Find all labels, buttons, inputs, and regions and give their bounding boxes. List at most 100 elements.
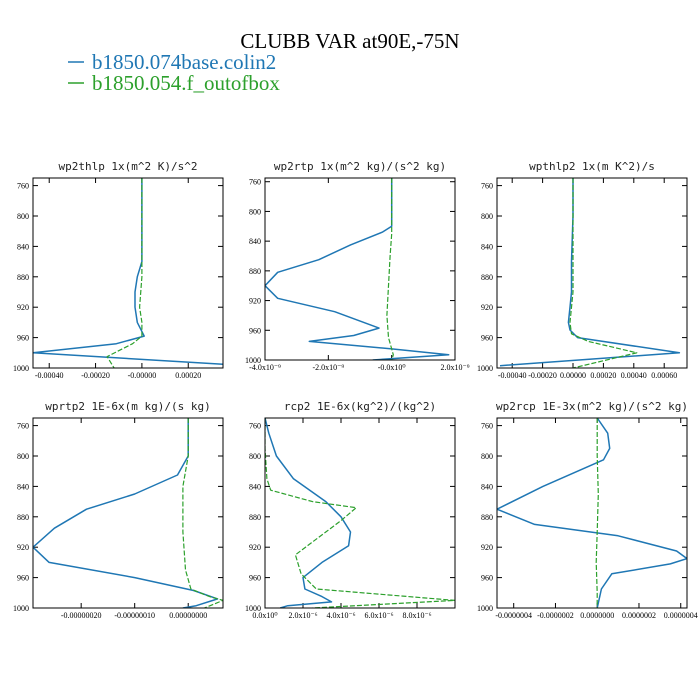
y-tick-label: 920	[249, 297, 261, 306]
legend: b1850.074base.colin2 b1850.054.f_outofbo…	[68, 50, 280, 95]
y-tick-label: 1000	[245, 604, 261, 613]
series-line-0	[33, 418, 219, 608]
y-tick-label: 800	[17, 212, 29, 221]
y-tick-label: 880	[481, 513, 493, 522]
y-tick-label: 1000	[13, 604, 29, 613]
x-tick-label: 0.00000	[560, 371, 586, 380]
x-tick-label: -0.00000010	[114, 611, 155, 620]
panel-title: wp2rcp 1E-3x(m^2 kg)/(s^2 kg)	[496, 400, 688, 413]
x-tick-label: 0.00000000	[169, 611, 207, 620]
plot-frame	[264, 417, 456, 609]
panels: wp2thlp 1x(m^2 K)/s^2 760 800 840 880 920 960 1…	[13, 160, 698, 620]
x-tick-label: -4.0x10⁻⁹	[249, 363, 281, 372]
series-line-1	[106, 178, 143, 368]
chart-panel-4: rcp2 1E-6x(kg^2)/(kg^2) 760 800 840 880 920 96…	[245, 400, 456, 620]
y-tick-label: 760	[481, 422, 493, 431]
plot-frame	[32, 417, 224, 609]
y-tick-label: 960	[481, 334, 493, 343]
y-tick-label: 840	[481, 482, 493, 491]
y-tick-label: 920	[481, 543, 493, 552]
figure-title: CLUBB VAR at90E,-75N	[240, 29, 459, 53]
x-tick-label: 6.0x10⁻⁶	[364, 611, 393, 620]
y-tick-label: 800	[249, 207, 261, 216]
panel-title: rcp2 1E-6x(kg^2)/(kg^2)	[284, 400, 436, 413]
x-tick-label: 8.0x10⁻⁶	[402, 611, 431, 620]
x-tick-label: 0.00060	[651, 371, 677, 380]
chart-panel-2: wpthlp2 1x(m K^2)/s 760 800 840 880 920 960 100…	[477, 160, 688, 380]
y-tick-label: 800	[481, 452, 493, 461]
panel-title: wp2thlp 1x(m^2 K)/s^2	[58, 160, 197, 173]
x-tick-label: -0.0000002	[537, 611, 574, 620]
chart-panel-3: wprtp2 1E-6x(m kg)/(s kg) 760 800 840 880 920…	[13, 400, 224, 620]
x-tick-label: -0.00020	[81, 371, 110, 380]
series-line-0	[265, 418, 352, 608]
x-tick-label: -0.0000004	[495, 611, 532, 620]
y-tick-label: 920	[481, 303, 493, 312]
y-tick-label: 880	[249, 513, 261, 522]
x-tick-label: 0.0000004	[664, 611, 698, 620]
plot-frame	[496, 177, 688, 369]
x-tick-label: 2.0x10⁻⁹	[440, 363, 469, 372]
y-tick-label: 880	[249, 267, 261, 276]
series-line-1	[386, 178, 394, 360]
chart-panel-5: wp2rcp 1E-3x(m^2 kg)/(s^2 kg)760 800 840 88…	[477, 400, 698, 620]
y-tick-label: 760	[481, 182, 493, 191]
x-tick-label: 0.0000000	[580, 611, 614, 620]
chart-panel-1: wp2rtp 1x(m^2 kg)/(s^2 kg) 760 800 840 880 92…	[245, 160, 470, 372]
x-tick-label: -0.00000	[128, 371, 157, 380]
x-tick-label: 0.00040	[621, 371, 647, 380]
series-line-0	[499, 178, 681, 367]
y-tick-label: 800	[249, 452, 261, 461]
legend-label-1: b1850.054.f_outofbox	[92, 71, 280, 95]
y-tick-label: 920	[249, 543, 261, 552]
chart-panel-0: wp2thlp 1x(m^2 K)/s^2 760 800 840 880 920 960 1…	[13, 160, 224, 380]
legend-label-0: b1850.074base.colin2	[92, 50, 276, 74]
y-tick-label: 840	[249, 237, 261, 246]
x-tick-label: -2.0x10⁻⁹	[312, 363, 344, 372]
x-tick-label: 2.0x10⁻⁶	[288, 611, 317, 620]
panel-title: wp2rtp 1x(m^2 kg)/(s^2 kg)	[274, 160, 446, 173]
x-tick-label: -0.00000020	[61, 611, 102, 620]
y-tick-label: 920	[17, 303, 29, 312]
series-line-0	[497, 418, 687, 608]
y-tick-label: 800	[17, 452, 29, 461]
plot-frame	[32, 177, 224, 369]
series-line-1	[595, 418, 599, 608]
y-tick-label: 920	[17, 543, 29, 552]
x-tick-label: -0.0x10⁰	[378, 363, 406, 372]
series-line-1	[569, 178, 638, 368]
y-tick-label: 840	[17, 482, 29, 491]
series-line-0	[33, 178, 223, 365]
y-tick-label: 1000	[477, 604, 493, 613]
panel-title: wprtp2 1E-6x(m kg)/(s kg)	[45, 400, 211, 413]
plot-frame	[264, 177, 456, 361]
panel-title: wpthlp2 1x(m K^2)/s	[529, 160, 655, 173]
y-tick-label: 880	[17, 513, 29, 522]
plot-frame	[496, 417, 688, 609]
y-tick-label: 960	[481, 574, 493, 583]
y-tick-label: 800	[481, 212, 493, 221]
y-tick-label: 760	[249, 178, 261, 187]
y-tick-label: 840	[17, 242, 29, 251]
x-tick-label: 0.00020	[175, 371, 201, 380]
y-tick-label: 760	[17, 182, 29, 191]
y-tick-label: 840	[481, 242, 493, 251]
y-tick-label: 880	[481, 273, 493, 282]
y-tick-label: 960	[17, 334, 29, 343]
y-tick-label: 760	[17, 422, 29, 431]
y-tick-label: 760	[249, 422, 261, 431]
y-tick-label: 960	[249, 326, 261, 335]
x-tick-label: -0.00040	[35, 371, 64, 380]
x-tick-label: 0.0000002	[622, 611, 656, 620]
x-tick-label: 0.0x10⁰	[252, 611, 277, 620]
series-line-1	[265, 418, 455, 608]
series-line-0	[265, 178, 450, 360]
y-tick-label: 1000	[477, 364, 493, 373]
y-tick-label: 1000	[13, 364, 29, 373]
y-tick-label: 960	[249, 574, 261, 583]
x-tick-label: -0.00020	[528, 371, 557, 380]
y-tick-label: 960	[17, 574, 29, 583]
y-tick-label: 880	[17, 273, 29, 282]
x-tick-label: 0.00020	[590, 371, 616, 380]
